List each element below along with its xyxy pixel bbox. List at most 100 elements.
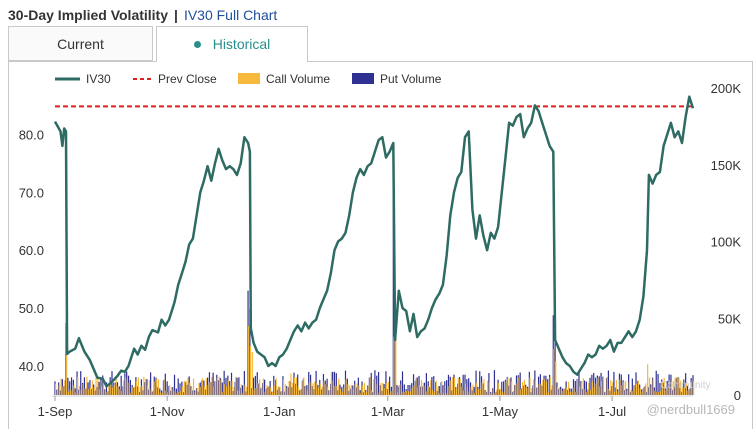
call-volume-bar (520, 389, 522, 395)
call-volume-bar (584, 389, 586, 395)
put-volume-bar (683, 379, 685, 395)
call-volume-bar (509, 378, 511, 395)
call-volume-bar (200, 386, 202, 395)
put-volume-bar (333, 371, 336, 395)
call-volume-bar (569, 391, 572, 395)
put-volume-bar (341, 386, 343, 395)
call-volume-bar (130, 392, 132, 395)
call-volume-bar (643, 386, 645, 395)
put-volume-bar (87, 382, 89, 395)
full-chart-link[interactable]: IV30 Full Chart (183, 7, 278, 23)
call-volume-bar (409, 391, 412, 395)
call-volume-bar (549, 376, 551, 395)
call-volume-bar (62, 386, 64, 395)
tab-current[interactable]: Current (8, 26, 153, 61)
call-volume-bar (441, 381, 443, 395)
put-volume-bar (475, 370, 477, 395)
put-volume-bar (605, 378, 608, 395)
call-volume-bar (466, 387, 469, 395)
call-volume-bar (95, 377, 97, 395)
call-volume-bar (246, 386, 248, 395)
call-volume-bar (540, 383, 542, 395)
put-volume-bar (98, 381, 100, 395)
put-volume-bar (315, 370, 317, 395)
put-volume-bar (184, 382, 187, 395)
call-volume-bar (255, 388, 257, 395)
put-volume-bar (646, 392, 648, 395)
put-volume-bar (583, 380, 586, 395)
call-volume-bar (327, 386, 329, 395)
put-volume-bar (175, 388, 177, 395)
call-volume-bar (645, 383, 647, 395)
call-volume-bar (310, 381, 312, 395)
call-volume-bar (398, 384, 401, 395)
call-volume-bar (534, 380, 537, 395)
call-volume-bar (396, 392, 399, 395)
put-volume-bar (67, 377, 69, 395)
call-volume-bar (463, 390, 465, 395)
call-volume-bar (117, 385, 119, 395)
put-volume-bar (148, 389, 150, 395)
call-volume-bar (211, 377, 213, 395)
put-volume-bar (578, 371, 580, 395)
put-volume-bar (473, 386, 475, 395)
put-volume-bar (607, 370, 610, 395)
call-volume-bar (577, 379, 579, 395)
call-volume-bar (507, 377, 509, 395)
call-volume-bar (419, 385, 421, 395)
call-volume-bar (167, 392, 169, 395)
call-volume-bar (551, 385, 553, 395)
put-volume-bar (446, 380, 448, 395)
put-volume-bar (659, 382, 661, 395)
call-volume-bar (476, 382, 478, 395)
call-volume-bar (273, 385, 275, 395)
call-volume-bar (501, 391, 503, 395)
call-volume-bar (69, 389, 71, 395)
put-volume-bar (462, 374, 464, 395)
call-volume-bar (632, 391, 634, 395)
call-volume-bar (522, 381, 524, 395)
call-volume-bar (207, 384, 209, 395)
call-volume-bar (214, 381, 217, 395)
call-volume-bar (465, 383, 467, 395)
put-volume-bar (412, 374, 415, 395)
put-volume-bar (593, 372, 595, 395)
put-volume-bar (468, 378, 470, 395)
tab-historical[interactable]: Historical (156, 26, 308, 61)
call-volume-bar (636, 383, 638, 395)
call-volume-bar (544, 379, 546, 395)
x-tick-label: 1-Nov (150, 404, 185, 419)
call-volume-bar (422, 382, 424, 395)
call-volume-bar (402, 391, 404, 395)
call-volume-bar (395, 339, 397, 395)
put-volume-bar (273, 375, 275, 395)
call-volume-bar (602, 376, 605, 395)
call-volume-bar (242, 392, 244, 395)
call-volume-bar (536, 387, 538, 395)
call-volume-bar (373, 379, 375, 395)
call-volume-bar (297, 386, 299, 395)
put-volume-bar (83, 377, 86, 395)
call-volume-bar (547, 392, 549, 395)
put-volume-bar (131, 385, 133, 395)
call-volume-bar (479, 389, 481, 395)
put-volume-bar (70, 377, 73, 395)
call-volume-bar (75, 392, 77, 395)
tab-divider (8, 61, 753, 62)
call-volume-bar (341, 392, 344, 395)
call-volume-bar (680, 380, 682, 395)
call-volume-bar (652, 378, 654, 395)
put-volume-bar (611, 386, 613, 395)
tab-current-label: Current (57, 35, 104, 52)
call-volume-bar (303, 377, 305, 395)
y-left-tick-label: 80.0 (19, 127, 44, 142)
call-volume-bar (352, 389, 355, 395)
legend-label: Put Volume (380, 72, 442, 86)
call-volume-bar (374, 379, 377, 395)
call-volume-bar (533, 379, 535, 395)
call-volume-bar (417, 387, 419, 395)
put-volume-bar (243, 371, 245, 395)
put-volume-bar (236, 377, 238, 395)
call-volume-bar (294, 377, 296, 395)
call-volume-bar (323, 380, 325, 395)
